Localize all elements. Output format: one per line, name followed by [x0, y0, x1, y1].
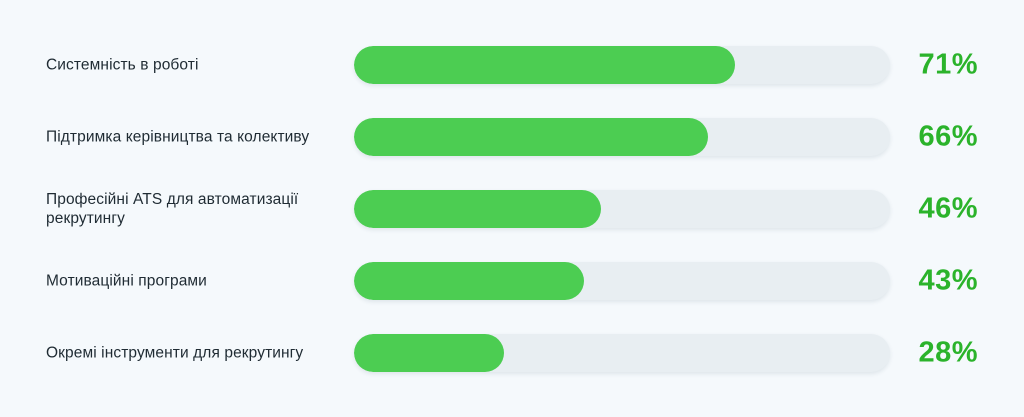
- bar-track: [354, 262, 890, 300]
- bar-label: Професійні ATS для автоматизації рекрути…: [46, 191, 299, 227]
- bar-label: Підтримка керівництва та колективу: [46, 128, 310, 146]
- bar-value-label: 46%: [918, 192, 978, 225]
- bar-fill: [354, 118, 708, 156]
- bar-row: Підтримка керівництва та колективу 66%: [0, 118, 1024, 156]
- bar-row: Окремі інструменти для рекрутингу 28%: [0, 334, 1024, 372]
- bar-value-label: 71%: [918, 48, 978, 81]
- bar-value-label: 66%: [918, 120, 978, 153]
- bar-track: [354, 334, 890, 372]
- bar-fill: [354, 190, 601, 228]
- bar-label: Мотиваційні програми: [46, 272, 207, 290]
- bar-row: Професійні ATS для автоматизації рекрути…: [0, 190, 1024, 228]
- bar-label: Окремі інструменти для рекрутингу: [46, 344, 304, 362]
- bar-row: Системність в роботі 71%: [0, 46, 1024, 84]
- bar-value-label: 28%: [918, 336, 978, 369]
- bar-label: Системність в роботі: [46, 56, 199, 74]
- bar-row: Мотиваційні програми 43%: [0, 262, 1024, 300]
- bar-fill: [354, 262, 585, 300]
- bar-fill: [354, 46, 735, 84]
- bar-track: [354, 118, 890, 156]
- bar-value-label: 43%: [918, 264, 978, 297]
- bar-track: [354, 46, 890, 84]
- bar-fill: [354, 334, 505, 372]
- bar-track: [354, 190, 890, 228]
